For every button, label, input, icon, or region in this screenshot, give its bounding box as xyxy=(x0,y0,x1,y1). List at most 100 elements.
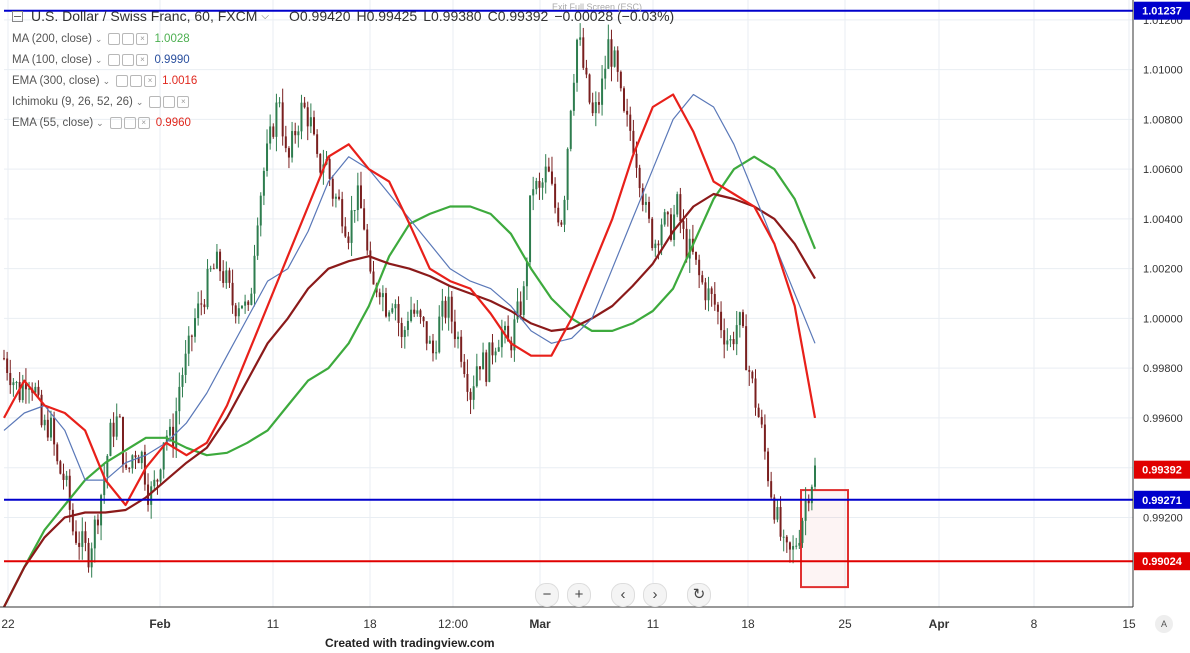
chevron-down-icon[interactable]: ⌵ xyxy=(261,10,269,22)
candle-body xyxy=(735,325,738,345)
eye-icon[interactable] xyxy=(109,117,122,129)
candle-body xyxy=(394,304,397,309)
candle-body xyxy=(810,486,813,504)
close-icon[interactable]: × xyxy=(136,33,149,45)
candle-body xyxy=(491,342,494,356)
candle-body xyxy=(594,102,597,114)
candle-body xyxy=(419,310,422,317)
candle-body xyxy=(779,507,782,537)
candle-body xyxy=(632,130,635,154)
scroll-left-button[interactable]: ‹ xyxy=(611,583,635,607)
candle-body xyxy=(453,321,456,340)
candle-body xyxy=(225,270,228,283)
candle-body xyxy=(619,71,622,89)
candle-body xyxy=(532,189,535,196)
symbol-title[interactable]: U.S. Dollar / Swiss Franc, 60, FXCM xyxy=(31,8,258,24)
price-tick-label: 0.99800 xyxy=(1143,363,1183,375)
indicator-row[interactable]: MA (100, close) ⌄ × 0.9990 xyxy=(12,52,190,68)
close-icon[interactable]: × xyxy=(136,54,149,66)
candle-body xyxy=(610,39,613,67)
indicator-label[interactable]: Ichimoku (9, 26, 52, 26) xyxy=(12,96,133,108)
candle-body xyxy=(112,422,115,437)
chevron-down-icon[interactable]: ⌄ xyxy=(96,117,104,128)
zoom-in-button[interactable]: + xyxy=(567,583,591,607)
indicator-row[interactable]: MA (200, close) ⌄ × 1.0028 xyxy=(12,31,190,47)
settings-icon[interactable] xyxy=(123,117,136,129)
candle-body xyxy=(729,339,732,341)
candle-body xyxy=(391,308,394,313)
indicator-row[interactable]: EMA (300, close) ⌄ × 1.0016 xyxy=(12,73,197,89)
settings-icon[interactable] xyxy=(122,54,135,66)
indicator-label[interactable]: MA (100, close) xyxy=(12,54,92,66)
chevron-down-icon[interactable]: ⌄ xyxy=(102,75,111,86)
candle-body xyxy=(6,358,9,373)
candle-body xyxy=(350,210,353,243)
candle-body xyxy=(90,548,93,568)
candle-body xyxy=(566,148,569,200)
candle-body xyxy=(485,352,488,382)
candle-body xyxy=(638,167,641,189)
level-label-bg xyxy=(1134,1,1190,20)
candle-body xyxy=(635,153,638,168)
candle-body xyxy=(629,114,632,131)
candle-body xyxy=(334,196,337,199)
candle-body xyxy=(338,196,341,200)
candle-body xyxy=(666,212,669,215)
candle-body xyxy=(525,262,528,287)
candle-body xyxy=(776,507,779,520)
indicator-label[interactable]: EMA (300, close) xyxy=(12,75,100,87)
chevron-down-icon[interactable]: ⌄ xyxy=(94,54,103,65)
scroll-right-button[interactable]: › xyxy=(643,583,667,607)
candle-body xyxy=(46,419,49,438)
collapse-icon[interactable] xyxy=(12,10,23,22)
auto-scale-button[interactable]: A xyxy=(1155,615,1173,633)
candles-layer xyxy=(3,23,816,578)
candle-body xyxy=(187,335,190,354)
candle-body xyxy=(469,391,472,400)
settings-icon[interactable] xyxy=(163,96,176,108)
zoom-out-button[interactable]: − xyxy=(535,583,559,607)
candle-body xyxy=(134,455,137,458)
candle-body xyxy=(626,110,629,115)
candle-body xyxy=(738,312,741,326)
eye-icon[interactable] xyxy=(108,54,121,66)
eye-icon[interactable] xyxy=(149,96,162,108)
candle-body xyxy=(259,195,262,226)
candle-body xyxy=(128,467,131,469)
low-value: L0.99380 xyxy=(423,8,482,24)
indicator-label[interactable]: MA (200, close) xyxy=(12,33,92,45)
settings-icon[interactable] xyxy=(122,33,135,45)
eye-icon[interactable] xyxy=(116,75,129,87)
eye-icon[interactable] xyxy=(108,33,121,45)
candle-body xyxy=(591,102,594,114)
candle-body xyxy=(71,509,74,532)
indicator-row[interactable]: EMA (55, close) ⌄ × 0.9960 xyxy=(12,115,191,131)
candle-body xyxy=(654,243,657,249)
exit-fullscreen-hint[interactable]: Exit Full Screen (ESC) xyxy=(552,2,643,12)
candle-body xyxy=(510,341,513,351)
settings-icon[interactable] xyxy=(130,75,143,87)
price-tick-label: 1.00200 xyxy=(1143,264,1183,276)
close-icon[interactable]: × xyxy=(177,96,190,108)
candle-body xyxy=(316,134,319,154)
candle-body xyxy=(494,351,497,356)
reset-chart-button[interactable]: ↻ xyxy=(687,583,711,607)
candle-body xyxy=(353,210,356,212)
candle-body xyxy=(215,251,218,269)
indicator-row[interactable]: Ichimoku (9, 26, 52, 26) ⌄ × xyxy=(12,94,195,110)
candle-body xyxy=(745,326,748,371)
candle-body xyxy=(698,259,701,276)
chevron-down-icon[interactable]: ⌄ xyxy=(135,96,144,107)
candle-body xyxy=(65,475,68,480)
candle-body xyxy=(482,352,485,370)
candle-body xyxy=(669,214,672,240)
price-axis: 0.992000.994000.996000.998001.000001.002… xyxy=(1132,0,1183,607)
candle-body xyxy=(688,238,691,259)
chevron-down-icon[interactable]: ⌄ xyxy=(94,33,103,44)
price-tick-label: 0.99200 xyxy=(1143,512,1183,524)
close-icon[interactable]: × xyxy=(137,117,150,129)
indicator-label[interactable]: EMA (55, close) xyxy=(12,117,94,129)
candle-body xyxy=(244,301,247,306)
close-icon[interactable]: × xyxy=(144,75,157,87)
